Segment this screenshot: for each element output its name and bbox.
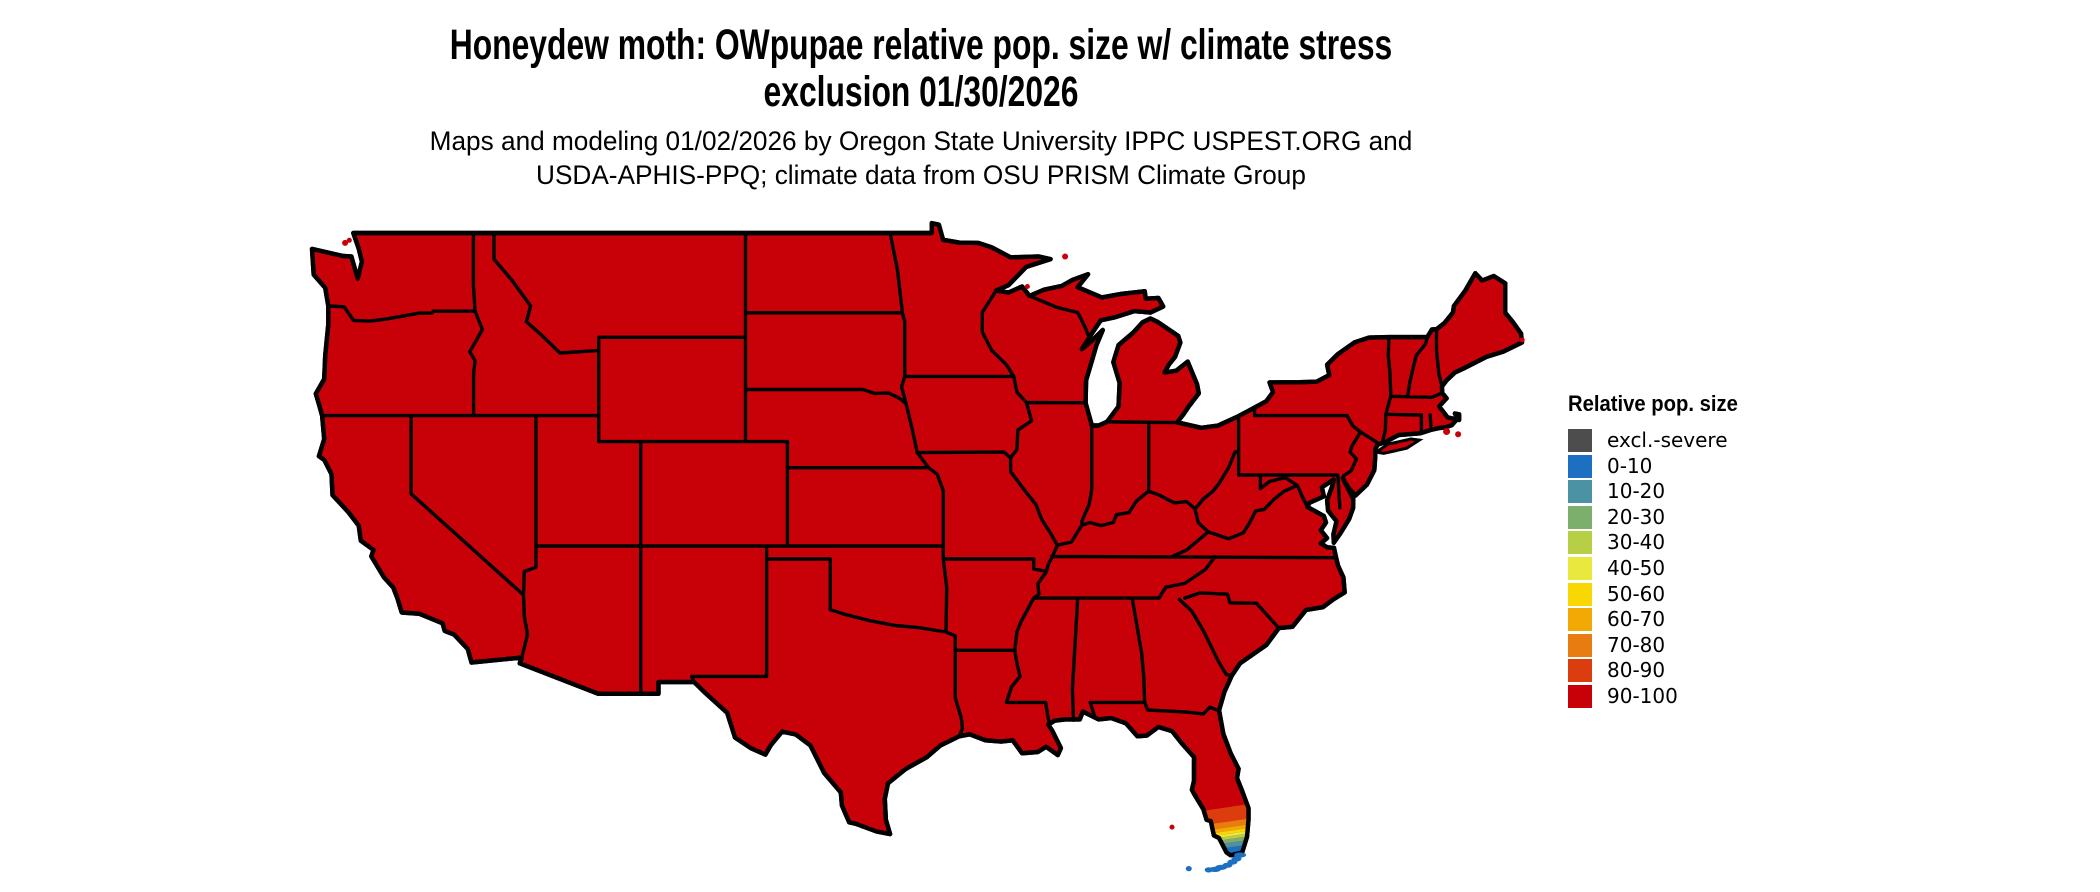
offshore-island: [342, 239, 349, 246]
legend-item: 70-80: [1568, 632, 1898, 657]
offshore-island: [1024, 284, 1030, 289]
legend-label: 70-80: [1607, 632, 1666, 657]
legend-swatch: [1568, 633, 1592, 657]
offshore-island: [1062, 253, 1069, 260]
legend-swatch: [1568, 582, 1592, 606]
legend-swatch: [1568, 505, 1592, 529]
legend-swatch: [1568, 429, 1592, 453]
legend-label: 0-10: [1607, 453, 1653, 478]
offshore-island: [1519, 337, 1525, 343]
legend: Relative pop. size excl.-severe 0-10 10-20…: [1568, 392, 1898, 708]
offshore-island: [1455, 431, 1462, 438]
state-borders: [320, 231, 1444, 738]
legend-item: 0-10: [1568, 453, 1898, 478]
florida-key-island: [1185, 866, 1192, 872]
legend-swatch: [1568, 659, 1592, 683]
legend-swatch: [1568, 608, 1592, 632]
legend-label: 40-50: [1607, 556, 1666, 581]
map-subtitle: Maps and modeling 01/02/2026 by Oregon S…: [221, 124, 1621, 192]
legend-item: 50-60: [1568, 581, 1898, 606]
florida-key-island: [1204, 867, 1213, 873]
legend-item: 80-90: [1568, 658, 1898, 683]
subtitle-line-2: USDA-APHIS-PPQ; climate data from OSU PR…: [536, 160, 1306, 190]
legend-swatch: [1568, 557, 1592, 581]
legend-item: 20-30: [1568, 504, 1898, 529]
legend-items: excl.-severe 0-10 10-20 20-30 30-40 40-50 50-6…: [1568, 429, 1898, 708]
legend-item: excl.-severe: [1568, 428, 1898, 453]
legend-label: 10-20: [1607, 479, 1666, 504]
legend-item: 40-50: [1568, 556, 1898, 581]
florida-keys: [1185, 852, 1247, 873]
long-island: [1372, 437, 1424, 455]
legend-item: 90-100: [1568, 683, 1898, 708]
offshore-island: [1169, 824, 1175, 830]
title-line-2: exclusion 01/30/2026: [763, 68, 1079, 116]
conus-outline: [309, 220, 1525, 858]
legend-label: 80-90: [1607, 658, 1666, 683]
offshore-islands: [342, 237, 1525, 830]
legend-item: 10-20: [1568, 479, 1898, 504]
legend-swatch: [1568, 531, 1592, 555]
legend-title: Relative pop. size: [1568, 391, 1738, 416]
legend-label: 60-70: [1607, 607, 1666, 632]
legend-label: 50-60: [1607, 581, 1666, 606]
legend-label: 30-40: [1607, 530, 1666, 555]
legend-swatch: [1568, 684, 1592, 708]
subtitle-line-1: Maps and modeling 01/02/2026 by Oregon S…: [429, 126, 1413, 156]
legend-label: 90-100: [1607, 683, 1678, 708]
title-line-1: Honeydew moth: OWpupae relative pop. siz…: [449, 21, 1393, 69]
legend-item: 60-70: [1568, 607, 1898, 632]
legend-swatch: [1568, 480, 1592, 504]
legend-label: 20-30: [1607, 504, 1666, 529]
page-title: Honeydew moth: OWpupae relative pop. siz…: [221, 22, 1621, 116]
florida-key-island: [1234, 852, 1247, 858]
legend-item: 30-40: [1568, 530, 1898, 555]
legend-swatch: [1568, 454, 1592, 478]
offshore-island: [346, 237, 352, 243]
offshore-island: [1443, 428, 1451, 435]
legend-label: excl.-severe: [1607, 428, 1728, 453]
